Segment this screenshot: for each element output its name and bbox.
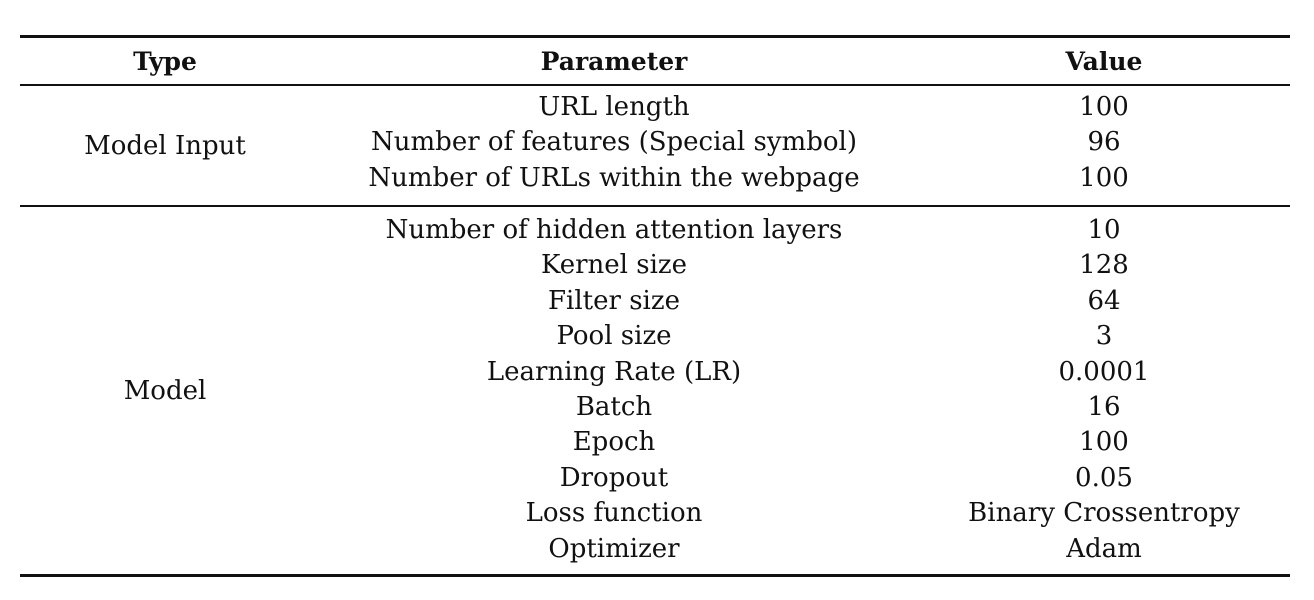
- group-type-label: Model: [123, 375, 207, 406]
- table-row: Number of features (Special symbol) 96: [310, 125, 1290, 160]
- parameter-cell: URL length: [538, 92, 690, 122]
- value-cell: 64: [1087, 285, 1121, 316]
- table-header-row: Type Parameter Value: [20, 38, 1290, 84]
- group-model-input: Model Input URL length 100 Number of fea…: [20, 86, 1290, 205]
- parameter-cell: Batch: [575, 391, 653, 422]
- table-bottom-rule: [20, 574, 1290, 577]
- table-row: Learning Rate (LR) 0.0001: [310, 355, 1290, 390]
- value-cell: 100: [1079, 92, 1129, 122]
- group-divider-rule: [20, 205, 1290, 207]
- group-model: Model Number of hidden attention layers …: [20, 207, 1290, 574]
- table-row: Pool size 3: [310, 319, 1290, 354]
- value-cell: 100: [1079, 427, 1129, 458]
- table-row: Dropout 0.05: [310, 461, 1290, 496]
- header-type: Type: [133, 47, 197, 76]
- parameter-cell: Number of features (Special symbol): [371, 127, 857, 158]
- table-row: Kernel size 128: [310, 248, 1290, 283]
- parameter-cell: Kernel size: [541, 250, 687, 281]
- value-cell: 16: [1087, 391, 1121, 422]
- parameter-cell: Learning Rate (LR): [486, 356, 742, 387]
- parameter-cell: Dropout: [559, 462, 669, 493]
- table-row: Number of URLs within the webpage 100: [310, 161, 1290, 196]
- table-top-rule: [20, 35, 1290, 38]
- group-rows: Number of hidden attention layers 10 Ker…: [310, 213, 1290, 567]
- group-rows: URL length 100 Number of features (Speci…: [310, 90, 1290, 196]
- group-type-label: Model Input: [84, 130, 246, 161]
- parameter-cell: Loss function: [525, 498, 703, 529]
- table-row: Filter size 64: [310, 284, 1290, 319]
- parameter-cell: Filter size: [548, 285, 680, 316]
- value-cell: Adam: [1066, 533, 1142, 564]
- value-cell: 100: [1079, 162, 1129, 193]
- header-value: Value: [1065, 47, 1143, 76]
- value-cell: 96: [1087, 127, 1121, 158]
- value-cell: 3: [1095, 321, 1113, 352]
- value-cell: 0.0001: [1058, 356, 1150, 387]
- parameter-cell: Number of URLs within the webpage: [368, 162, 860, 193]
- value-cell: 128: [1079, 250, 1129, 281]
- table-row: URL length 100: [310, 90, 1290, 125]
- parameter-cell: Epoch: [572, 427, 656, 458]
- value-cell: 0.05: [1075, 462, 1133, 493]
- table-row: Batch 16: [310, 390, 1290, 425]
- table-row: Optimizer Adam: [310, 532, 1290, 567]
- header-parameter: Parameter: [540, 47, 688, 76]
- table-row: Loss function Binary Crossentropy: [310, 496, 1290, 531]
- parameter-cell: Pool size: [556, 321, 672, 352]
- table-header-rule: [20, 84, 1290, 86]
- table-row: Epoch 100: [310, 425, 1290, 460]
- value-cell: Binary Crossentropy: [968, 498, 1240, 529]
- value-cell: 10: [1087, 215, 1121, 245]
- table-row: Number of hidden attention layers 10: [310, 213, 1290, 248]
- parameter-cell: Optimizer: [548, 533, 680, 564]
- parameter-cell: Number of hidden attention layers: [385, 215, 843, 245]
